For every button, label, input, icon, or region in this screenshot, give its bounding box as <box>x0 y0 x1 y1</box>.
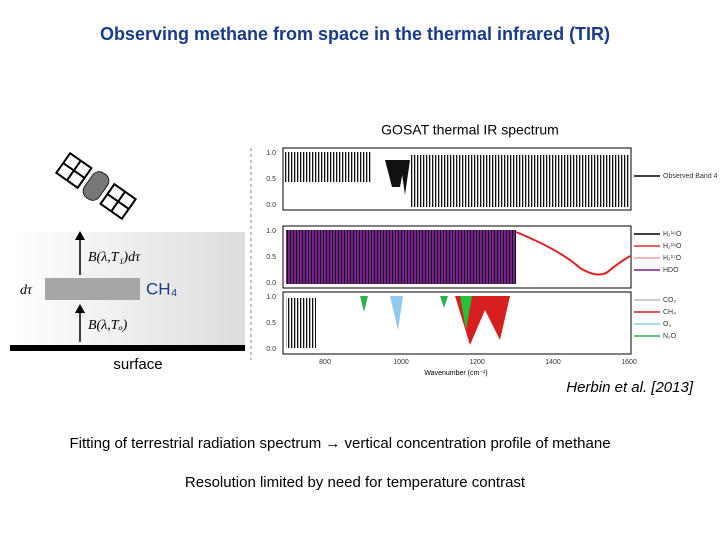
spectrum <box>515 231 631 276</box>
x-tick-label: 1400 <box>545 359 561 366</box>
title: Observing methane from space in the ther… <box>100 24 610 44</box>
x-tick-label: 800 <box>319 359 331 366</box>
spectrum <box>400 160 410 195</box>
panel-frame <box>282 291 632 355</box>
legend-label: Observed Band 4 <box>663 173 718 180</box>
x-tick-label: 1200 <box>469 359 485 366</box>
y-tick-label: 0.0 <box>266 202 276 209</box>
spectrum <box>372 160 405 187</box>
spectrum-figure: Wavenumber (cm⁻¹) <box>250 147 632 377</box>
diagram: B(λ,T₁)dτ dτ CH₄ B(λ,Tₒ) surface <box>10 151 245 373</box>
y-tick-label: 0.5 <box>266 320 276 327</box>
arrow-head <box>75 231 85 240</box>
y-tick-label: 1.0 <box>266 228 276 235</box>
n2o-band <box>460 296 472 330</box>
spectrum <box>410 155 630 207</box>
y-tick-label: 0.5 <box>266 254 276 261</box>
legend-label: CO₂ <box>663 297 677 304</box>
legend-label: H₂¹⁸O <box>663 243 682 250</box>
panel-frame <box>282 225 632 289</box>
panel-frame <box>282 147 632 211</box>
figure-caption: GOSAT thermal IR spectrum <box>381 122 559 138</box>
arrow-head <box>75 304 85 313</box>
y-tick-label: 1.0 <box>266 150 276 157</box>
legend-label: CH₄ <box>663 309 676 316</box>
citation: Herbin et al. [2013] <box>566 379 694 396</box>
layer-label: dτ <box>20 283 33 298</box>
legend-label: HDO <box>663 267 679 274</box>
legend-label: H₂¹⁷O <box>663 255 682 262</box>
y-tick-label: 0.0 <box>266 280 276 287</box>
x-axis-label: Wavenumber (cm⁻¹) <box>424 370 487 377</box>
note: Fitting of terrestrial radiation spectru… <box>69 435 610 452</box>
y-tick-label: 0.0 <box>266 346 276 353</box>
layer-box <box>45 278 140 300</box>
upper-flux: B(λ,T₁)dτ <box>88 250 141 265</box>
note: Resolution limited by need for temperatu… <box>185 474 526 491</box>
figure-labels: 1.0 0.5 0.0 Observed Band 4 1.0 0.5 0.0 H₂¹⁶O H₂… <box>266 150 717 366</box>
y-tick-label: 0.5 <box>266 176 276 183</box>
y-tick-label: 1.0 <box>266 294 276 301</box>
surface-line <box>10 345 245 351</box>
x-tick-label: 1600 <box>621 359 637 366</box>
o3-band <box>390 296 403 330</box>
spectrum <box>286 230 516 284</box>
spectrum <box>284 152 372 182</box>
satellite <box>54 151 138 221</box>
lower-flux: B(λ,Tₒ) <box>88 318 128 333</box>
spectrum <box>286 298 316 348</box>
gas-label: CH₄ <box>146 279 178 298</box>
legend-label: H₂¹⁶O <box>663 231 682 238</box>
legend-label: N₂O <box>663 333 677 340</box>
n2o-band <box>360 296 448 312</box>
x-tick-label: 1000 <box>393 359 409 366</box>
surface-label: surface <box>113 356 162 373</box>
legend-label: O₃ <box>663 321 671 328</box>
